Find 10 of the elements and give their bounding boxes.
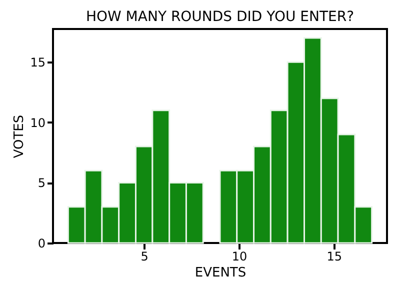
x-tick-label: 10 [232,250,248,264]
x-tick-label: 5 [140,250,148,264]
x-tick-label: 15 [326,250,342,264]
y-tick-label: 10 [30,116,46,130]
y-tick-label: 5 [38,176,46,190]
y-tick-label: 15 [30,56,46,70]
x-axis-title: EVENTS [194,266,246,280]
chart-title: HOW MANY ROUNDS DID YOU ENTER? [86,9,354,25]
y-tick-label: 0 [38,236,46,250]
y-axis-title: VOTES [12,114,28,158]
